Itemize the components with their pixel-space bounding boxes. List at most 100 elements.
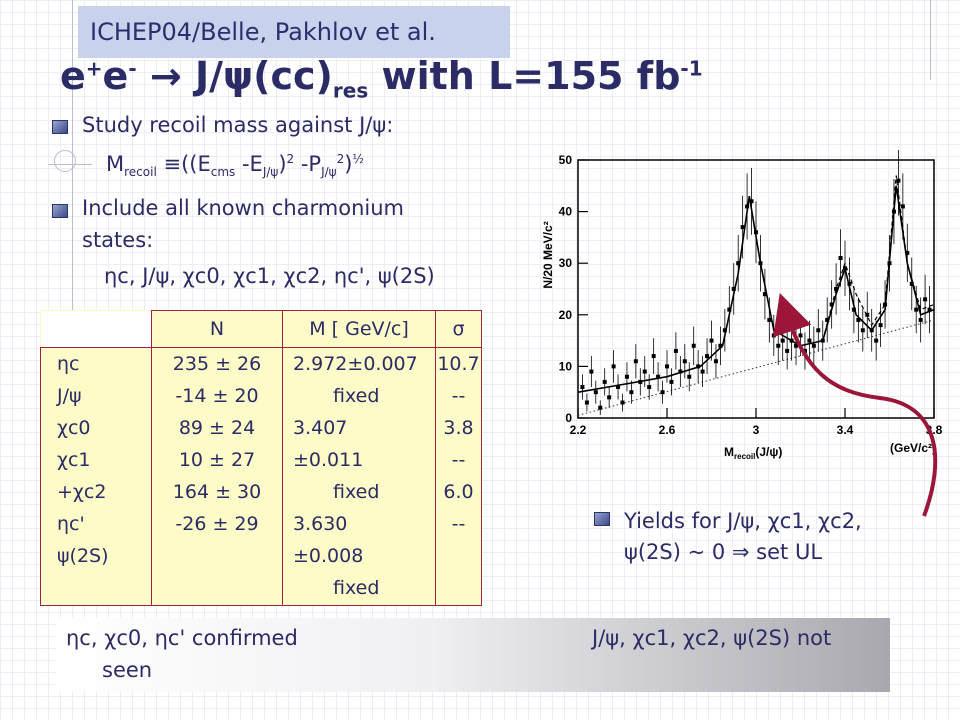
data-point: [749, 199, 754, 204]
state-label: +χc2: [57, 481, 107, 503]
data-point: [780, 338, 785, 343]
y-tick-label: 30: [559, 256, 573, 270]
state-labels-column: ηc J/ψ χc0 χc1 +χc2 ηc' ψ(2S): [40, 347, 152, 606]
conclusion-bar: [56, 618, 890, 692]
data-point: [709, 338, 714, 343]
data-point: [678, 369, 683, 374]
data-point: [847, 281, 852, 286]
data-point: [874, 338, 879, 343]
y-axis-label: N/20 MeV/c²: [541, 221, 555, 288]
bullet-icon: [52, 120, 68, 134]
data-point: [620, 400, 625, 405]
data-point: [789, 338, 794, 343]
data-point: [705, 354, 710, 359]
data-point: [616, 385, 621, 390]
data-point: [660, 390, 665, 395]
data-point: [651, 354, 656, 359]
data-point: [602, 379, 607, 384]
conclusion-seen-word: seen: [102, 658, 153, 682]
data-point: [691, 343, 696, 348]
data-point: [682, 359, 687, 364]
bullet-charmonium-line1: Include all known charmonium: [82, 196, 405, 220]
y-tick-label: 10: [559, 359, 573, 373]
data-point: [843, 266, 847, 271]
sigma-value: 3.8: [443, 417, 474, 439]
sigma-value: --: [451, 449, 466, 471]
table-corner: [40, 310, 152, 348]
data-point: [713, 359, 718, 364]
yield-value: 89 ± 24: [178, 417, 256, 439]
data-point: [607, 395, 612, 400]
mass-value: ±0.011: [293, 449, 364, 471]
data-point: [669, 379, 674, 384]
data-point: [762, 292, 767, 297]
data-point: [598, 405, 603, 410]
data-point: [611, 364, 616, 369]
mass-value: 3.407: [293, 417, 348, 439]
yield-value: 235 ± 26: [172, 353, 262, 375]
data-point: [829, 302, 834, 307]
x-axis-label: Mrecoil(J/ψ): [724, 445, 782, 461]
yields-note-line1: Yields for J/ψ, χc1, χc2,: [624, 509, 862, 533]
sigma-column: 10.7 -- 3.8 -- 6.0 --: [435, 347, 482, 606]
data-point: [914, 307, 919, 312]
sigma-value: --: [451, 385, 466, 407]
mass-value: 2.972±0.007: [293, 353, 418, 375]
data-point: [740, 225, 745, 230]
data-point: [700, 369, 705, 374]
data-point: [638, 379, 643, 384]
yield-n-column: 235 ± 26 -14 ± 20 89 ± 24 10 ± 27 164 ± …: [151, 347, 283, 606]
data-points: [580, 150, 932, 415]
data-point: [731, 287, 736, 291]
data-point: [918, 317, 923, 322]
mass-value: ±0.008: [293, 545, 364, 567]
table-row: ηc J/ψ χc0 χc1 +χc2 ηc' ψ(2S) 235 ± 26 -…: [40, 347, 482, 606]
y-tick-label: 40: [559, 205, 573, 219]
header-sigma: σ: [435, 310, 482, 348]
mass-column: 2.972±0.007 fixed 3.407 ±0.011 fixed 3.6…: [282, 347, 436, 606]
data-point: [883, 302, 888, 307]
data-point: [718, 343, 723, 348]
data-point: [758, 261, 763, 266]
data-point: [727, 307, 732, 312]
data-point: [927, 307, 932, 312]
bullet-charmonium-line2: states:: [82, 228, 154, 252]
data-point: [807, 338, 812, 343]
yield-table: N M [ GeV/c] σ ηc J/ψ χc0 χc1 +χc2 ηc' ψ…: [40, 310, 482, 606]
data-point: [923, 297, 928, 302]
background-line: [577, 319, 935, 416]
bullet-icon: [52, 204, 68, 218]
data-point: [834, 287, 839, 291]
data-point: [865, 312, 870, 317]
sigma-value: --: [451, 513, 466, 535]
data-point: [656, 374, 661, 379]
data-point: [647, 385, 652, 390]
state-label: χc0: [57, 417, 91, 439]
y-tick-label: 50: [559, 153, 573, 167]
source-label: ICHEP04/Belle, Pakhlov et al.: [78, 6, 510, 58]
data-point: [856, 317, 861, 322]
data-point: [896, 178, 901, 183]
charmonium-states-list: ηc, J/ψ, χc0, χc1, χc2, ηc', ψ(2S): [104, 264, 435, 288]
header-mass: M [ GeV/c]: [282, 310, 436, 348]
conclusion-not-seen: J/ψ, χc1, χc2, ψ(2S) not: [592, 626, 832, 650]
sigma-value: 10.7: [437, 353, 480, 375]
state-label: χc1: [57, 449, 91, 471]
table-header-row: N M [ GeV/c] σ: [40, 310, 482, 348]
yield-value: 10 ± 27: [178, 449, 256, 471]
arrow-curve: [773, 292, 938, 517]
data-point: [838, 256, 843, 261]
y-tick-label: 20: [559, 308, 573, 322]
data-point: [642, 369, 647, 374]
yield-value: -26 ± 29: [175, 513, 259, 535]
x-tick-label: 3: [753, 423, 760, 437]
mass-value: fixed: [333, 481, 380, 503]
pointer-arrow: [773, 292, 938, 517]
conclusion-confirmed: ηc, χc0, ηc' confirmed: [66, 626, 298, 650]
x-tick-label: 2.2: [570, 423, 587, 437]
data-point: [580, 385, 585, 390]
data-point: [696, 364, 701, 369]
data-point: [909, 281, 914, 286]
x-tick-label: 2.6: [659, 423, 676, 437]
